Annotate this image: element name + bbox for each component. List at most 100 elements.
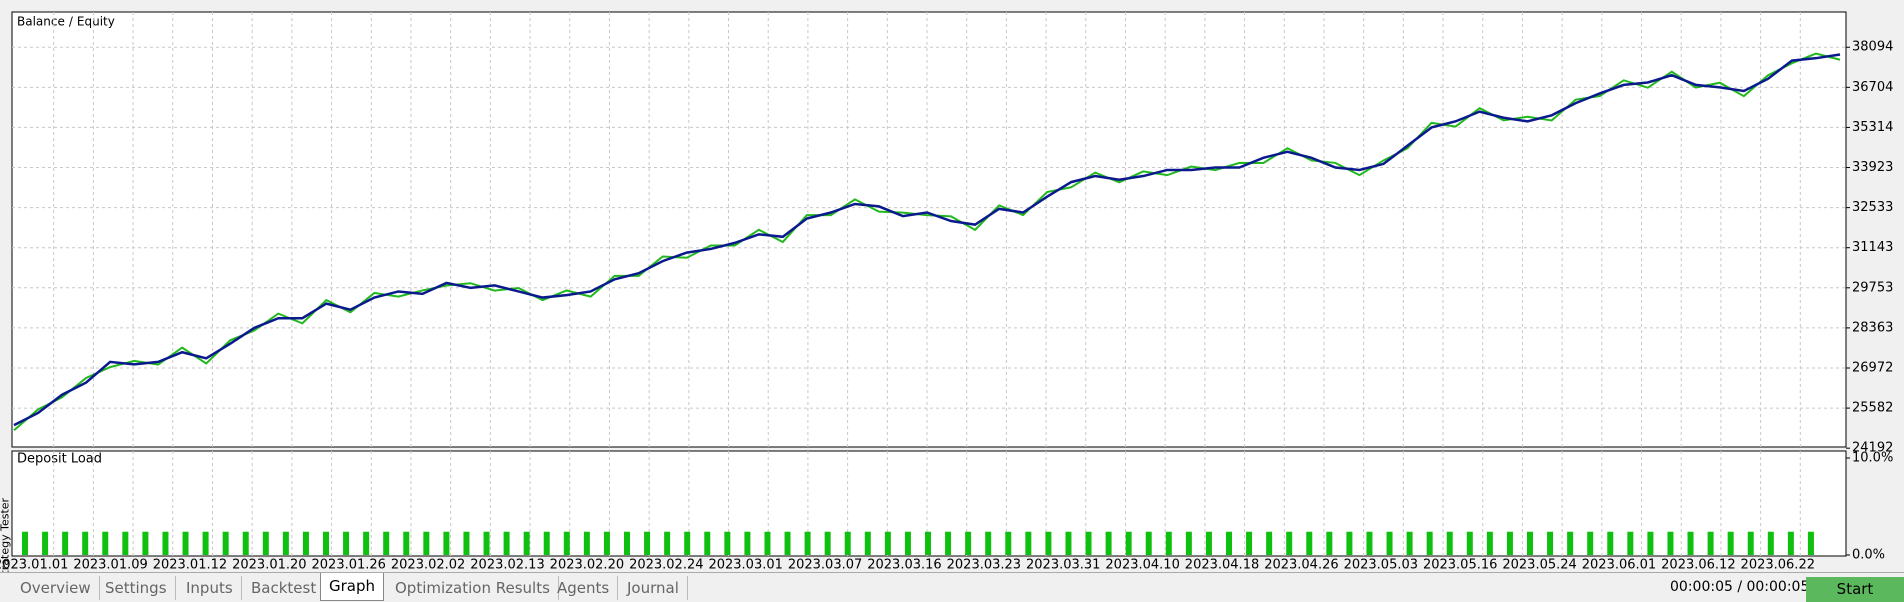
load-bar xyxy=(1747,531,1754,555)
load-bar xyxy=(724,531,731,555)
load-bar xyxy=(1185,531,1192,555)
load-bar xyxy=(1527,531,1533,555)
x-tick-label: 2023.03.07 xyxy=(788,558,862,573)
x-tick-label: 2023.02.24 xyxy=(629,558,703,573)
load-bar xyxy=(624,531,630,555)
load-bar xyxy=(1647,531,1654,555)
load-bar xyxy=(1286,531,1293,555)
load-bar xyxy=(1226,531,1232,555)
load-bar xyxy=(363,531,370,555)
tab[interactable]: Journal xyxy=(619,576,688,600)
load-bar xyxy=(1667,531,1674,555)
x-tick-label: 2023.06.12 xyxy=(1661,558,1735,573)
tab[interactable]: Graph xyxy=(320,573,385,601)
load-bar xyxy=(102,531,109,555)
x-tick-label: 2023.03.01 xyxy=(708,558,782,573)
status-time: 00:00:05 / 00:00:05 xyxy=(1670,579,1810,595)
tab[interactable]: Inputs xyxy=(178,576,242,600)
load-bar xyxy=(1005,531,1012,555)
load-bar xyxy=(202,531,209,555)
load-bar xyxy=(463,531,470,555)
load-bar xyxy=(664,531,671,555)
load-bar xyxy=(262,531,269,555)
y-tick-label: 10.0% xyxy=(1852,451,1893,466)
legend: Balance / Equity xyxy=(17,15,115,29)
load-bar xyxy=(1787,531,1794,555)
load-title: Deposit Load xyxy=(17,452,102,467)
load-bar xyxy=(343,531,350,555)
x-tick-label: 2023.06.22 xyxy=(1741,558,1815,573)
y-tick-label: 28363 xyxy=(1852,320,1893,335)
load-bar xyxy=(844,531,851,555)
tab[interactable]: Settings xyxy=(97,576,176,600)
load-bar xyxy=(985,531,992,555)
y-tick-label: 0.0% xyxy=(1852,548,1885,563)
x-tick-label: 2023.01.26 xyxy=(312,558,386,573)
x-tick-label: 2023.01.12 xyxy=(153,558,227,573)
x-tick-label: 2023.03.16 xyxy=(867,558,941,573)
start-button[interactable]: Start xyxy=(1806,577,1904,602)
load-bar xyxy=(1406,531,1413,555)
tab[interactable]: Optimization Results xyxy=(387,576,559,600)
load-bar xyxy=(503,531,510,555)
load-bar xyxy=(1727,531,1734,555)
load-bar xyxy=(1326,531,1333,555)
load-bar xyxy=(1687,531,1694,555)
load-bar xyxy=(904,531,911,555)
load-bar xyxy=(1306,531,1313,555)
load-bar xyxy=(1486,531,1493,555)
tab-bar: 00:00:05 / 00:00:05 Start Overview Settin… xyxy=(0,572,1904,602)
load-bar xyxy=(1085,531,1092,555)
load-bar xyxy=(965,531,972,555)
x-tick-label: 2023.05.03 xyxy=(1344,558,1418,573)
y-tick-label: 35314 xyxy=(1852,120,1893,135)
load-bar xyxy=(1045,531,1052,555)
x-tick-label: 2023.02.02 xyxy=(391,558,465,573)
y-tick-label: 29753 xyxy=(1852,280,1893,295)
load-bar xyxy=(864,531,871,555)
y-tick-label: 24192 xyxy=(1852,441,1893,456)
load-bar xyxy=(603,531,610,555)
load-bar xyxy=(1807,531,1814,555)
load-bar xyxy=(1707,531,1714,555)
tab[interactable]: Agents xyxy=(549,576,619,600)
load-bar xyxy=(945,531,952,555)
load-bar xyxy=(1025,531,1032,555)
load-bar xyxy=(644,531,651,555)
legend-separator: / xyxy=(69,15,74,29)
load-bar xyxy=(403,531,410,555)
main-frame xyxy=(11,11,1847,448)
load-bar xyxy=(443,531,450,555)
legend-entry: Balance xyxy=(17,15,65,29)
load-bar xyxy=(302,531,309,555)
load-bar xyxy=(1246,531,1253,555)
x-tick-label: 2023.03.31 xyxy=(1026,558,1100,573)
load-bar xyxy=(784,531,791,555)
y-tick-label: 38094 xyxy=(1852,40,1893,55)
load-bar xyxy=(1065,531,1072,555)
load-bar xyxy=(764,531,771,555)
load-bar xyxy=(1346,531,1353,555)
load-bar xyxy=(925,531,931,555)
x-tick-label: 2023.05.24 xyxy=(1502,558,1576,573)
x-tick-label: 2023.02.20 xyxy=(550,558,624,573)
x-tick-label: 2023.02.13 xyxy=(470,558,544,573)
load-bar xyxy=(242,531,249,555)
load-bar xyxy=(884,531,891,555)
load-bar xyxy=(583,531,590,555)
x-tick-label: 2023.01.20 xyxy=(232,558,306,573)
load-bar xyxy=(423,531,430,555)
load-bar xyxy=(22,531,28,555)
load-bar xyxy=(704,531,711,555)
tab[interactable]: Backtest xyxy=(243,576,326,600)
tab[interactable]: Overview xyxy=(12,576,100,600)
load-bar xyxy=(323,531,329,555)
load-bar xyxy=(1426,531,1433,555)
load-bar xyxy=(142,531,149,555)
load-bar xyxy=(162,531,169,555)
load-bar xyxy=(82,531,89,555)
series-line xyxy=(13,53,1841,427)
y-tick-label: 26972 xyxy=(1852,361,1893,376)
y-tick-label: 25582 xyxy=(1852,401,1893,416)
